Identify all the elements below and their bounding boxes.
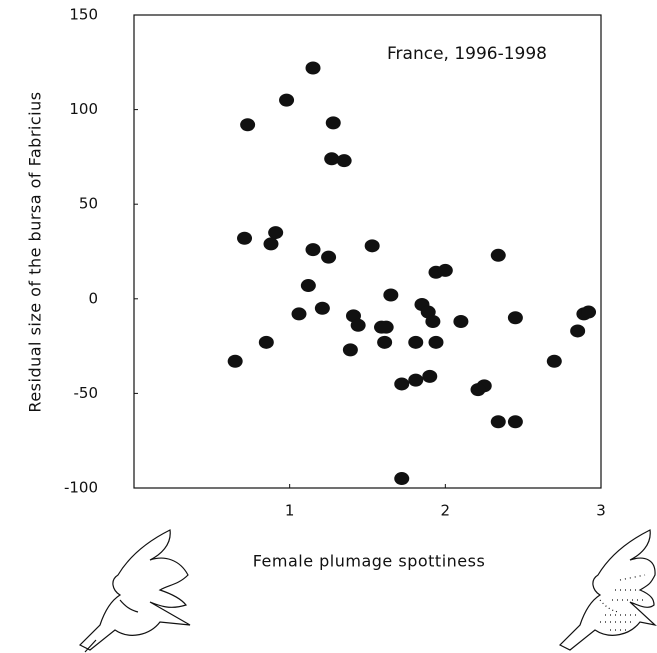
point	[408, 335, 424, 349]
y-tick-label: -100	[64, 479, 98, 497]
point	[325, 116, 341, 130]
bird-left	[78, 529, 191, 653]
point	[300, 279, 316, 293]
point	[490, 248, 506, 262]
point	[437, 263, 453, 277]
point	[507, 311, 523, 325]
point	[470, 383, 486, 397]
point	[342, 343, 358, 357]
point	[240, 118, 256, 132]
plot-frame	[133, 14, 602, 489]
point	[507, 415, 523, 429]
x-axis-label: Female plumage spottiness	[253, 552, 486, 571]
point	[490, 415, 506, 429]
point	[570, 324, 586, 338]
point	[350, 318, 366, 332]
point	[581, 305, 597, 319]
point	[453, 315, 469, 329]
point	[227, 354, 243, 368]
y-tick-label: 50	[79, 195, 98, 213]
point	[314, 301, 330, 315]
point	[422, 369, 438, 383]
x-tick-label: 3	[596, 502, 606, 520]
point	[394, 377, 410, 391]
point	[336, 154, 352, 168]
point	[263, 237, 279, 251]
point	[408, 373, 424, 387]
point	[268, 226, 284, 240]
y-axis-label: Residual size of the bursa of Fabricius	[26, 91, 45, 412]
y-tick-label: 0	[88, 289, 98, 307]
point	[321, 250, 337, 264]
y-tick-label: 100	[69, 100, 98, 118]
x-tick-label: 1	[285, 502, 295, 520]
point	[305, 243, 321, 257]
point	[394, 472, 410, 486]
y-tick-label: -50	[74, 384, 99, 402]
x-tick-label: 2	[441, 502, 451, 520]
point	[383, 288, 399, 302]
annotation: France, 1996-1998	[387, 44, 547, 64]
point	[258, 335, 274, 349]
point	[428, 335, 444, 349]
point	[291, 307, 307, 321]
point	[425, 315, 441, 329]
point	[237, 231, 253, 245]
point	[377, 335, 393, 349]
y-tick-label: 150	[69, 6, 98, 24]
point	[546, 354, 562, 368]
bird-right	[558, 529, 657, 651]
point	[364, 239, 380, 253]
point	[279, 93, 295, 107]
point	[305, 61, 321, 75]
point	[324, 152, 340, 166]
point	[378, 320, 394, 334]
